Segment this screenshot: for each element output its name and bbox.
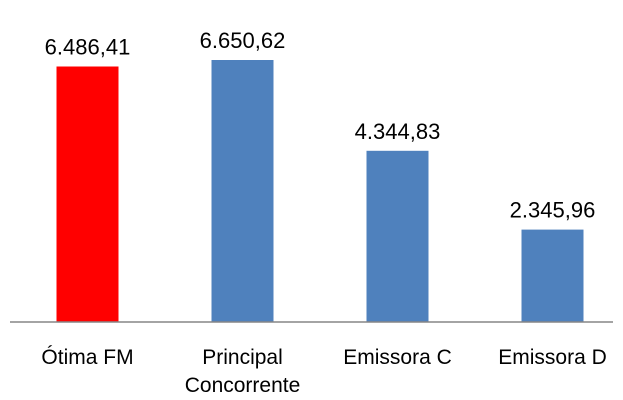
value-label-3: 2.345,96: [510, 198, 596, 223]
category-label-0-line-0: Ótima FM: [41, 346, 133, 369]
category-label-3-line-0: Emissora D: [498, 346, 607, 369]
category-label-2-line-0: Emissora C: [343, 346, 452, 369]
category-label-2: Emissora C: [343, 346, 452, 369]
value-label-2: 4.344,83: [355, 119, 441, 144]
bar-2: [366, 150, 429, 322]
category-label-0: Ótima FM: [41, 346, 133, 369]
value-labels-layer: 6.486,41 6.650,62 4.344,83 2.345,96: [45, 28, 596, 223]
category-label-3: Emissora D: [498, 346, 607, 369]
bar-1: [211, 60, 274, 322]
bar-3: [521, 229, 584, 322]
bar-0: [56, 66, 119, 322]
category-labels-layer: Ótima FM Principal Concorrente Emissora C Em…: [41, 346, 606, 397]
value-label-1: 6.650,62: [200, 28, 286, 53]
value-label-0: 6.486,41: [45, 35, 131, 60]
category-label-1-line-1: Concorrente: [185, 374, 301, 397]
bars-layer: [56, 60, 584, 322]
category-label-1: Principal Concorrente: [185, 346, 301, 397]
category-label-1-line-0: Principal: [202, 346, 283, 369]
